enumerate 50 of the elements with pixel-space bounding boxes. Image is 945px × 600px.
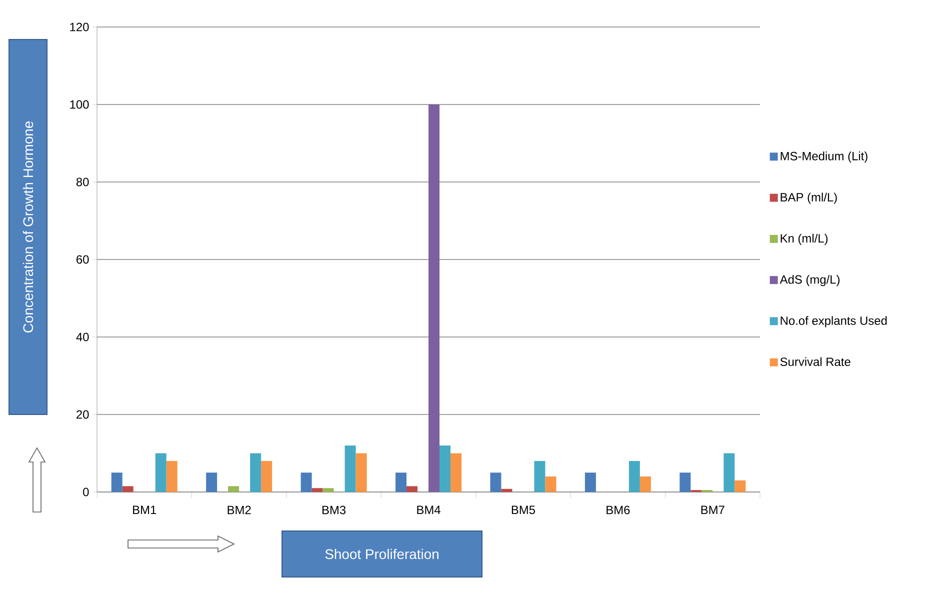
bar	[250, 453, 262, 492]
x-axis-title: Shoot Proliferation	[325, 548, 438, 560]
y-tick-label: 120	[70, 22, 89, 32]
bar	[155, 453, 166, 492]
bar	[356, 453, 367, 492]
bar	[545, 476, 556, 492]
bar	[344, 445, 356, 492]
bar	[300, 472, 312, 492]
bar	[584, 472, 596, 492]
bar	[734, 480, 746, 492]
x-tick-label: BM2	[228, 506, 251, 514]
y-tick-label: 20	[76, 410, 89, 419]
bar	[261, 460, 272, 492]
bar	[450, 453, 462, 492]
bar	[428, 104, 440, 492]
bar	[724, 453, 735, 492]
bar	[228, 486, 240, 492]
x-tick-label: BM4	[417, 506, 440, 514]
x-tick-label: BM1	[133, 506, 156, 514]
bar	[406, 486, 418, 492]
y-tick-label: 80	[76, 178, 89, 186]
bar	[166, 460, 178, 492]
legend-label: BAP (ml/L)	[780, 192, 837, 204]
bar	[534, 460, 546, 492]
x-tick-label: BM7	[701, 506, 724, 514]
x-tick-label: BM5	[512, 506, 535, 514]
bar	[490, 472, 502, 492]
legend-label: AdS (mg/L)	[780, 274, 840, 286]
bar	[111, 472, 122, 492]
bar	[322, 488, 334, 492]
bar	[501, 488, 512, 492]
y-tick-label: 100	[70, 100, 89, 109]
x-tick-label: BM6	[606, 506, 630, 514]
bar	[640, 476, 651, 492]
bar	[440, 445, 451, 492]
x-tick-label: BM3	[322, 506, 346, 514]
y-tick-label: 40	[76, 332, 89, 342]
bar	[680, 472, 691, 492]
y-axis-title: Concentration of Growth Hormone	[22, 121, 34, 332]
bar	[396, 472, 407, 492]
bar	[122, 486, 134, 492]
legend-label: Kn (ml/L)	[780, 234, 828, 245]
y-tick-label: 0	[83, 488, 89, 496]
bar	[312, 488, 323, 492]
bar	[206, 472, 218, 492]
y-tick-label: 60	[76, 255, 89, 264]
legend-label: MS-Medium (Lit)	[780, 152, 868, 163]
bar	[628, 460, 640, 492]
legend-label: No.of explants Used	[780, 316, 887, 328]
legend-label: Survival Rate	[780, 357, 850, 366]
